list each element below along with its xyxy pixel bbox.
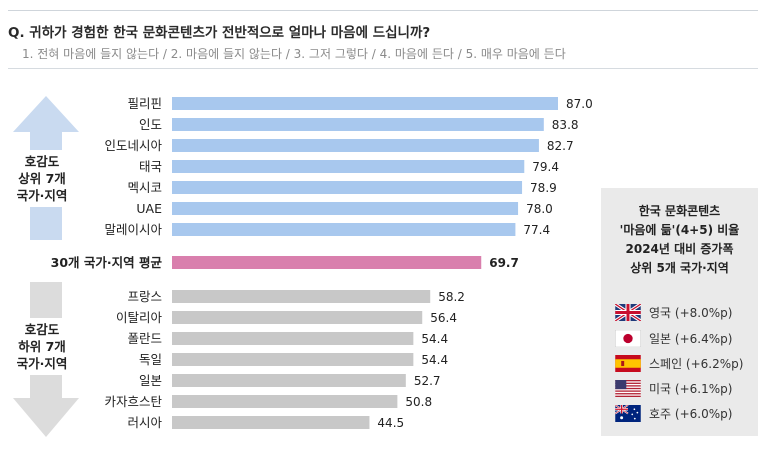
japan-flag-icon	[615, 329, 641, 347]
value-label: 44.5	[377, 416, 404, 430]
value-label: 56.4	[430, 311, 457, 325]
bar-bottom	[172, 374, 406, 387]
country-item-australia: 호주 (+6.0%p)	[615, 403, 732, 423]
value-label: 50.8	[405, 395, 432, 409]
bar-top	[172, 181, 523, 194]
usa-flag-icon	[615, 379, 641, 397]
panel-title: 한국 문화콘텐츠 '마음에 듦'(4+5) 비율 2024년 대비 증가폭 상위…	[601, 202, 758, 278]
category-label: 인도네시아	[104, 138, 162, 153]
category-label: 멕시코	[127, 180, 162, 195]
bars-layer: 필리핀 87.0 인도 83.8 인도네시아 82.7 태국 79.4 멕시코 78.9 UAE 78…	[51, 96, 593, 430]
category-label: 카자흐스탄	[104, 394, 162, 409]
spain-flag-icon	[615, 354, 641, 372]
bar-bottom	[172, 311, 423, 324]
country-item-usa: 미국 (+6.1%p)	[615, 378, 732, 398]
bar-bottom	[172, 332, 414, 345]
scale-description: 1. 전혀 마음에 들지 않는다 / 2. 마음에 들지 않는다 / 3. 그저…	[22, 47, 566, 61]
bottom-group-label: 호감도 하위 7개 국가·지역	[5, 318, 79, 375]
country-item-spain: 스페인 (+6.2%p)	[615, 353, 743, 373]
category-label: 필리핀	[127, 96, 162, 111]
value-label: 52.7	[414, 374, 441, 388]
bottom-group-label-line: 호감도	[24, 322, 60, 337]
category-label: 이탈리아	[116, 310, 163, 325]
country-label: 호주 (+6.0%p)	[649, 406, 733, 421]
top-group-label-line: 호감도	[24, 154, 60, 169]
value-label: 54.4	[421, 332, 448, 346]
country-label: 스페인 (+6.2%p)	[649, 356, 744, 371]
bar-chart: 필리핀 87.0 인도 83.8 인도네시아 82.7 태국 79.4 멕시코 78.9 UAE 78…	[13, 96, 593, 437]
value-label: 58.2	[438, 290, 465, 304]
bar-bottom	[172, 290, 431, 303]
uk-flag-icon	[615, 303, 641, 321]
value-label: 54.4	[421, 353, 448, 367]
increase-panel: 한국 문화콘텐츠 '마음에 듦'(4+5) 비율 2024년 대비 증가폭 상위…	[601, 188, 758, 436]
category-label: 30개 국가·지역 평균	[51, 255, 163, 270]
bar-bottom	[172, 416, 370, 429]
category-label: 폴란드	[127, 331, 162, 346]
bar-top	[172, 202, 519, 215]
value-label: 69.7	[489, 256, 519, 270]
category-label: 러시아	[127, 415, 162, 430]
bar-top	[172, 139, 539, 152]
category-label: 독일	[139, 352, 162, 367]
value-label: 87.0	[566, 97, 593, 111]
category-label: 일본	[139, 373, 162, 388]
country-label: 일본 (+6.4%p)	[649, 331, 733, 346]
top-divider	[8, 10, 758, 11]
header-divider	[8, 68, 758, 69]
value-label: 77.4	[523, 223, 550, 237]
category-label: UAE	[136, 201, 162, 216]
australia-flag-icon	[615, 404, 641, 422]
panel-title-line: 2024년 대비 증가폭	[625, 242, 734, 256]
bottom-group-label-line: 하위 7개	[18, 339, 66, 354]
bar-bottom	[172, 395, 398, 408]
country-item-uk: 영국 (+8.0%p)	[615, 302, 732, 322]
top-group-label-line: 상위 7개	[18, 171, 66, 186]
panel-title-line: '마음에 듦'(4+5) 비율	[619, 223, 740, 237]
bar-top	[172, 118, 544, 131]
value-label: 78.0	[526, 202, 553, 216]
category-label: 말레이시아	[104, 222, 162, 237]
bar-bottom	[172, 353, 414, 366]
panel-title-line: 한국 문화콘텐츠	[638, 204, 721, 218]
category-label: 태국	[139, 159, 162, 174]
value-label: 78.9	[530, 181, 557, 195]
bottom-group-label-line: 국가·지역	[16, 356, 68, 371]
category-label: 프랑스	[127, 289, 162, 304]
value-label: 82.7	[547, 139, 574, 153]
bar-top	[172, 160, 525, 173]
question-text: Q. 귀하가 경험한 한국 문화콘텐츠가 전반적으로 얼마나 마음에 드십니까?	[8, 25, 431, 41]
category-label: 인도	[139, 117, 162, 132]
top-group-label-line: 국가·지역	[16, 188, 68, 203]
bar-top	[172, 223, 516, 236]
country-item-japan: 일본 (+6.4%p)	[615, 328, 732, 348]
value-label: 79.4	[532, 160, 559, 174]
panel-title-line: 상위 5개 국가·지역	[630, 261, 729, 275]
value-label: 83.8	[552, 118, 579, 132]
top-group-label: 호감도 상위 7개 국가·지역	[5, 150, 79, 207]
country-label: 미국 (+6.1%p)	[649, 381, 733, 396]
bar-average	[172, 256, 482, 269]
bar-top	[172, 97, 558, 110]
country-label: 영국 (+8.0%p)	[649, 305, 733, 320]
